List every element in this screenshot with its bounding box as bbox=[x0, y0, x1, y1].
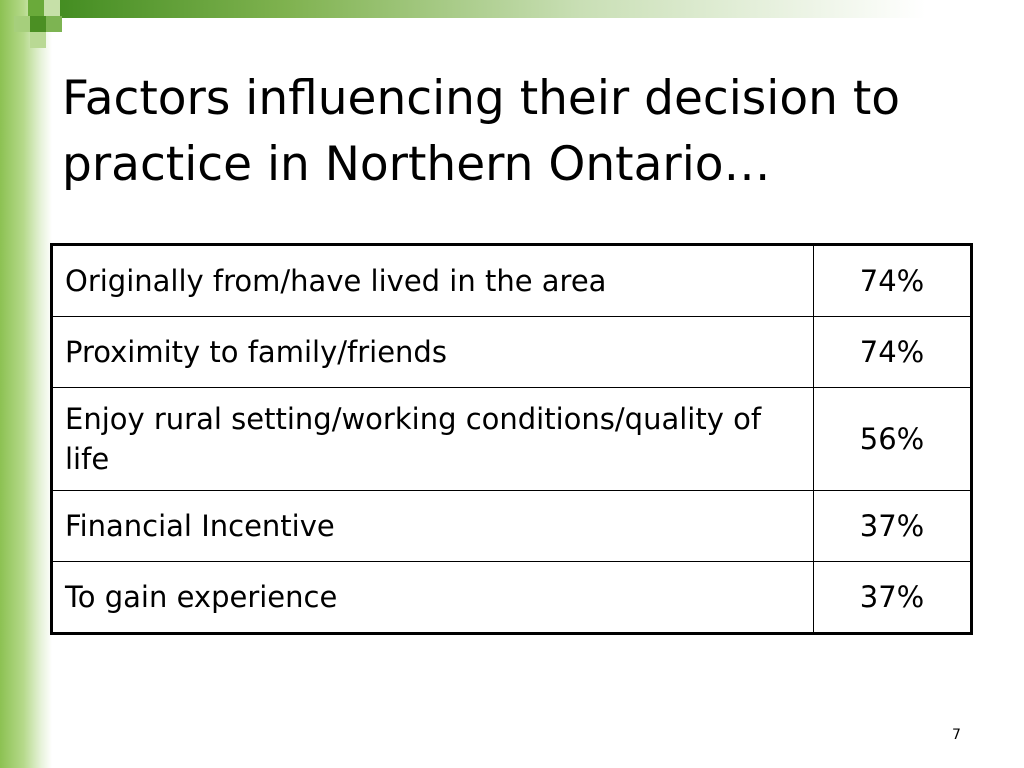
table-row: Proximity to family/friends 74% bbox=[51, 316, 972, 388]
deco-square bbox=[30, 16, 46, 32]
percent-cell: 37% bbox=[813, 490, 972, 562]
deco-square bbox=[46, 16, 62, 32]
factor-cell: Enjoy rural setting/working conditions/q… bbox=[51, 387, 814, 491]
factor-cell: Originally from/have lived in the area bbox=[51, 244, 814, 317]
factor-cell: Financial Incentive bbox=[51, 490, 814, 562]
deco-square bbox=[30, 32, 46, 48]
deco-square bbox=[44, 0, 60, 16]
slide-title: Factors influencing their decision to pr… bbox=[62, 71, 901, 192]
table: Originally from/have lived in the area 74… bbox=[50, 243, 973, 635]
table-row: Originally from/have lived in the area 74… bbox=[51, 244, 972, 317]
percent-cell: 56% bbox=[813, 387, 972, 491]
deco-square bbox=[14, 16, 30, 32]
side-strip bbox=[0, 0, 52, 768]
factor-cell: Proximity to family/friends bbox=[51, 316, 814, 388]
table-row: To gain experience 37% bbox=[51, 561, 972, 634]
percent-cell: 74% bbox=[813, 244, 972, 317]
factor-cell: To gain experience bbox=[51, 561, 814, 634]
page-number: 7 bbox=[952, 727, 961, 743]
deco-square bbox=[28, 0, 44, 16]
percent-cell: 37% bbox=[813, 561, 972, 634]
table-row: Financial Incentive 37% bbox=[51, 490, 972, 562]
table-row: Enjoy rural setting/working conditions/q… bbox=[51, 387, 972, 491]
percent-cell: 74% bbox=[813, 316, 972, 388]
top-bar bbox=[40, 0, 1024, 18]
